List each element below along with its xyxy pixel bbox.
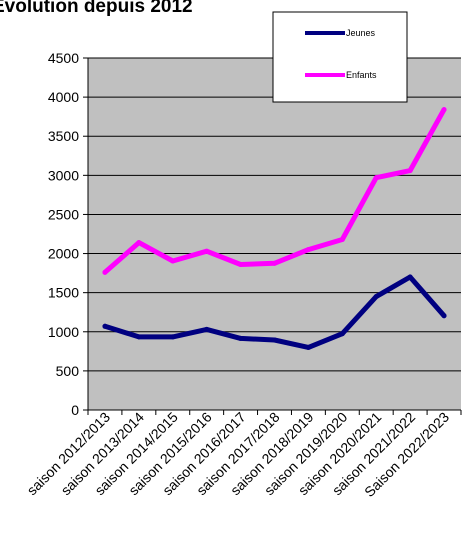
y-tick-label: 3000 xyxy=(48,167,79,183)
data-point-enfants xyxy=(170,258,176,264)
data-point-enfants xyxy=(305,247,311,253)
data-point-enfants xyxy=(441,107,447,113)
data-point-jeunes xyxy=(441,313,447,319)
data-point-jeunes xyxy=(136,334,142,340)
data-point-enfants xyxy=(339,236,345,242)
y-tick-label: 500 xyxy=(56,363,80,379)
data-point-enfants xyxy=(407,168,413,174)
plot-background xyxy=(88,58,461,410)
data-point-jeunes xyxy=(305,344,311,350)
y-tick-label: 4000 xyxy=(48,89,79,105)
data-point-jeunes xyxy=(272,337,277,343)
data-point-jeunes xyxy=(238,335,244,341)
data-point-enfants xyxy=(136,240,142,246)
data-point-enfants xyxy=(102,269,108,275)
legend-label-jeunes: Jeunes xyxy=(346,28,376,38)
plot-area: 050010001500200025003000350040004500sais… xyxy=(24,50,462,500)
data-point-enfants xyxy=(272,260,277,266)
y-tick-label: 0 xyxy=(71,402,79,418)
data-point-enfants xyxy=(373,175,379,181)
y-tick-label: 2500 xyxy=(48,206,79,222)
data-point-jeunes xyxy=(170,334,176,340)
data-point-jeunes xyxy=(339,331,345,337)
y-tick-label: 1000 xyxy=(48,324,79,340)
y-tick-label: 3500 xyxy=(48,128,79,144)
data-point-jeunes xyxy=(407,274,413,280)
y-tick-label: 1500 xyxy=(48,285,79,301)
legend: Jeunes Enfants xyxy=(272,11,408,103)
y-tick-label: 2000 xyxy=(48,246,79,262)
data-point-jeunes xyxy=(373,294,379,300)
chart-title: Evolution depuis 2012 xyxy=(0,0,193,17)
data-point-enfants xyxy=(204,248,210,254)
legend-label-enfants: Enfants xyxy=(346,70,377,80)
y-tick-label: 4500 xyxy=(48,50,79,66)
data-point-jeunes xyxy=(204,326,210,332)
legend-box xyxy=(272,11,408,103)
data-point-jeunes xyxy=(102,323,108,329)
data-point-enfants xyxy=(238,262,244,268)
